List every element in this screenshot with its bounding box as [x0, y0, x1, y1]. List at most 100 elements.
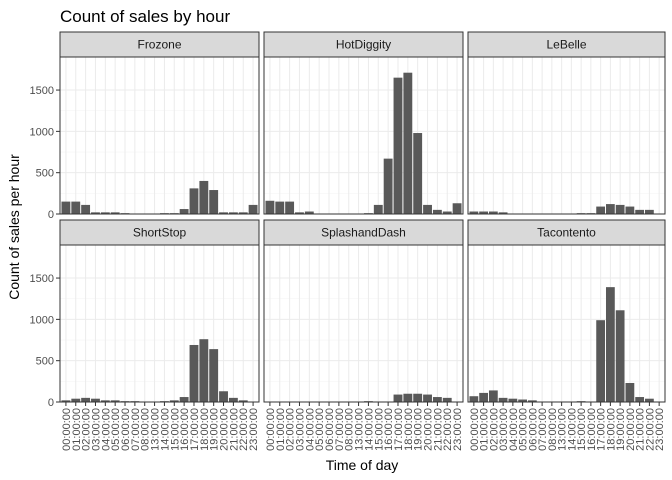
x-tick-label: 17:00:00: [596, 408, 608, 451]
strip-label: SplashandDash: [321, 226, 406, 240]
bar: [488, 211, 498, 214]
panel-background: [60, 57, 259, 214]
facet-SplashandDash: SplashandDash 00:00:0001:00:0002:00:0003:…: [263, 219, 464, 451]
bar: [238, 400, 248, 402]
x-tick-label: 23:00:00: [654, 408, 666, 451]
bar: [304, 211, 314, 214]
bar: [110, 400, 120, 402]
bar: [189, 188, 199, 214]
x-tick-label: 03:00:00: [294, 408, 306, 451]
panel-background: [468, 57, 665, 214]
x-tick-label: 16:00:00: [586, 408, 598, 451]
x-tick-label: 03:00:00: [498, 408, 510, 451]
facet-Frozone: Frozone 0 500 1000 1500: [30, 31, 260, 221]
x-tick-label: 00:00:00: [265, 408, 277, 451]
x-tick-label: 07:00:00: [334, 408, 346, 451]
x-tick-label: 08:00:00: [344, 408, 356, 451]
bar: [413, 393, 423, 402]
bar: [110, 212, 120, 214]
bar: [71, 201, 81, 214]
x-tick-label: 07:00:00: [537, 408, 549, 451]
x-tick-label: 21:00:00: [228, 408, 240, 451]
bar: [498, 397, 508, 402]
panel-border: [59, 244, 260, 403]
bar: [91, 398, 100, 402]
strip-background: [59, 219, 260, 246]
x-tick-label: 14:00:00: [566, 408, 578, 451]
bar: [169, 400, 179, 402]
x-tick-label: 19:00:00: [615, 408, 627, 451]
bar: [100, 400, 110, 402]
x-tick-label: 18:00:00: [605, 408, 617, 451]
y-tick-label: 1000: [30, 314, 54, 326]
bar: [527, 400, 537, 402]
x-tick-label: 02:00:00: [285, 408, 297, 451]
x-tick-label: 15:00:00: [576, 408, 588, 451]
bar: [275, 201, 285, 214]
bar: [442, 211, 452, 214]
bar: [199, 339, 209, 402]
facet-Tacontento: Tacontento 00:00:0001:00:0002:00:0003:00:…: [467, 219, 666, 451]
x-tick-label: 22:00:00: [238, 408, 250, 451]
bar: [209, 190, 219, 214]
x-tick-label: 04:00:00: [508, 408, 520, 451]
bar: [61, 201, 71, 214]
facet-panels: Frozone 0 500 1000 1500 HotDiggity LeBelle Shor…: [30, 31, 666, 451]
x-tick-label: 03:00:00: [90, 408, 102, 451]
panel-border: [263, 244, 464, 403]
panel-border: [467, 244, 666, 403]
x-tick-label: 04:00:00: [304, 408, 316, 451]
strip-background: [59, 31, 260, 58]
bar: [635, 209, 645, 214]
bar: [498, 212, 508, 214]
x-tick-label: 01:00:00: [275, 408, 287, 451]
x-tick-label: 15:00:00: [373, 408, 385, 451]
bar: [295, 212, 304, 214]
bar: [635, 397, 645, 402]
x-tick-label: 06:00:00: [120, 408, 132, 451]
strip-label: Tacontento: [537, 226, 596, 240]
bar: [488, 390, 498, 402]
bar: [432, 397, 442, 402]
strip-label: HotDiggity: [336, 38, 391, 52]
panel-background: [468, 245, 665, 402]
bar: [238, 212, 248, 214]
x-tick-label: 02:00:00: [81, 408, 93, 451]
x-tick-label: 22:00:00: [442, 408, 454, 451]
x-tick-label: 07:00:00: [130, 408, 142, 451]
x-tick-label: 06:00:00: [324, 408, 336, 451]
x-tick-label: 14:00:00: [159, 408, 171, 451]
x-tick-label: 01:00:00: [71, 408, 83, 451]
strip-background: [263, 31, 464, 58]
x-tick-label: 01:00:00: [479, 408, 491, 451]
x-tick-label: 20:00:00: [219, 408, 231, 451]
x-tick-label: 05:00:00: [518, 408, 530, 451]
y-tick-label: 0: [48, 397, 54, 409]
bar: [393, 394, 403, 402]
bar: [452, 203, 462, 214]
x-tick-label: 23:00:00: [452, 408, 464, 451]
x-tick-label: 13:00:00: [150, 408, 162, 451]
bar: [423, 204, 432, 214]
strip-label: ShortStop: [133, 226, 187, 240]
bar: [91, 212, 100, 214]
x-tick-label: 06:00:00: [527, 408, 539, 451]
bar: [442, 397, 452, 402]
bar: [469, 396, 479, 402]
x-tick-label: 13:00:00: [354, 408, 366, 451]
strip-label: LeBelle: [546, 38, 586, 52]
x-tick-label: 15:00:00: [169, 408, 181, 451]
bar: [71, 398, 81, 402]
x-tick-label: 17:00:00: [393, 408, 405, 451]
bar: [179, 397, 189, 402]
bar: [403, 72, 413, 214]
bar: [508, 398, 518, 402]
x-tick-label: 17:00:00: [189, 408, 201, 451]
x-tick-label: 16:00:00: [179, 408, 191, 451]
bar: [645, 398, 654, 402]
x-tick-label: 16:00:00: [383, 408, 395, 451]
y-tick-label: 500: [36, 356, 54, 368]
bar: [219, 391, 228, 402]
bar: [179, 209, 189, 214]
y-axis-title: Count of sales per hour: [6, 154, 22, 300]
